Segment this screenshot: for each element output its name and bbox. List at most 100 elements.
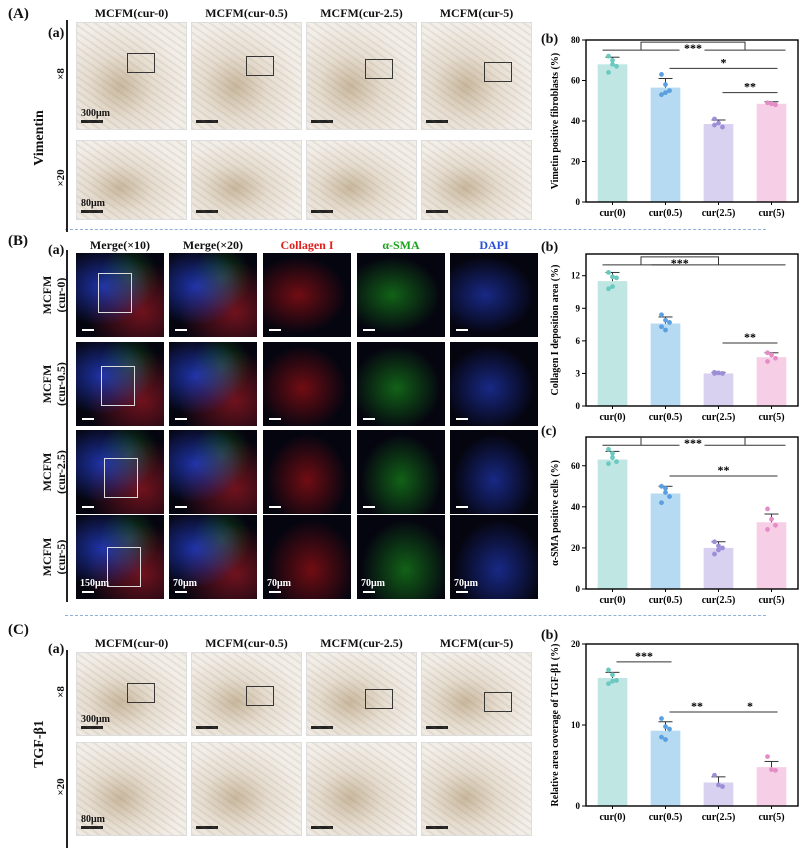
data-point [765, 506, 770, 512]
data-point [659, 734, 664, 740]
data-point [663, 737, 668, 742]
panel-bracket [66, 650, 68, 848]
data-point [606, 70, 611, 75]
column-title: α-SMA [382, 238, 420, 252]
data-point [716, 543, 721, 549]
column-title: MCFM(cur-5) [439, 6, 514, 20]
y-axis-label: Relative area coverage of TGF-β1 (%) [550, 644, 561, 807]
ihc-image-high-mag [421, 742, 532, 836]
axes-frame [585, 643, 799, 807]
data-point [663, 724, 668, 730]
bar-cur(0) [597, 281, 628, 406]
zoom-region-box [98, 273, 132, 313]
fluorescence-image [76, 253, 164, 337]
scale-label: 150μm [80, 578, 109, 589]
x-tick-label: cur(2.5) [702, 812, 736, 823]
ihc-image-low-mag [421, 22, 532, 130]
data-point [610, 284, 615, 289]
bar-cur(2.5) [703, 782, 734, 806]
significance-label: ** [744, 330, 756, 344]
panel-a-sub-a: (a) [48, 26, 65, 41]
significance-label: ** [691, 699, 703, 713]
scale-bar [363, 506, 375, 508]
x-tick-label: cur(5) [758, 412, 784, 423]
fluorescence-image: 70μm [263, 515, 351, 599]
fluorescence-image [76, 342, 164, 426]
row-label: MCFM (cur-0) [40, 255, 68, 335]
data-point [765, 527, 770, 532]
scale-bar [456, 329, 468, 331]
ihc-image-low-mag [421, 652, 532, 736]
x-tick-label: cur(0.5) [649, 412, 683, 423]
significance-label: *** [671, 256, 689, 270]
data-point [610, 455, 615, 460]
data-point [667, 494, 672, 499]
data-point [716, 120, 721, 126]
y-tick-label: 0 [576, 197, 581, 207]
scale-bar [426, 826, 448, 829]
scale-bar [196, 826, 218, 829]
scale-bar [363, 418, 375, 420]
data-point [606, 461, 611, 467]
zoom-region-box [101, 366, 135, 406]
scale-bar [196, 120, 218, 123]
scale-bar [363, 591, 375, 593]
data-point [773, 767, 778, 773]
y-tick-label: 0 [576, 801, 581, 811]
scale-label: 70μm [173, 578, 197, 589]
zoom-region-box [484, 692, 512, 712]
y-tick-label: 20 [571, 543, 581, 553]
scale-label: 80μm [81, 198, 105, 209]
x-tick-label: cur(2.5) [702, 208, 736, 219]
data-point [610, 678, 615, 684]
y-tick-label: 9 [576, 303, 581, 313]
data-point [659, 312, 664, 318]
scale-bar [456, 506, 468, 508]
data-point [663, 82, 668, 87]
row-label: MCFM (cur-2.5) [40, 432, 68, 512]
row-label-line: (cur-0) [54, 277, 68, 313]
significance-label: *** [684, 436, 702, 450]
scale-bar [81, 826, 103, 829]
panel-c-label: (C) [8, 622, 29, 638]
data-point [606, 681, 611, 687]
data-point [663, 327, 668, 333]
scale-bar [81, 726, 103, 729]
row-label-line: MCFM [40, 452, 54, 492]
fluorescence-image [450, 253, 538, 337]
panel-a-label: (A) [8, 6, 29, 22]
bar-chart-B-b: Collagen I deposition area (%) 0 3 6 9 12 cur(… [550, 253, 799, 423]
column-title: MCFM(cur-2.5) [320, 636, 403, 650]
x-tick-label: cur(2.5) [702, 595, 736, 606]
data-point [769, 516, 774, 522]
x-tick-label: cur(0) [599, 208, 625, 219]
bar-cur(5) [756, 767, 787, 806]
data-point [716, 370, 721, 376]
ihc-image-low-mag: 300μm [76, 22, 187, 130]
column-title: MCFM(cur-2.5) [320, 6, 403, 20]
fluorescence-image: 150μm [76, 515, 164, 599]
bar-cur(5) [756, 103, 787, 202]
scale-bar [269, 329, 281, 331]
x-tick-label: cur(0) [599, 812, 625, 823]
scale-bar [456, 591, 468, 593]
y-tick-label: 60 [571, 76, 581, 86]
y-tick-label: 60 [571, 461, 581, 471]
ihc-image-high-mag [191, 140, 302, 220]
ihc-image-high-mag [191, 742, 302, 836]
column-title: MCFM(cur-0) [94, 636, 169, 650]
magnification-label: ×20 [55, 169, 67, 187]
data-point [712, 772, 717, 778]
data-point [769, 767, 774, 772]
scale-label: 70μm [267, 578, 291, 589]
y-tick-label: 6 [576, 336, 581, 346]
data-point [659, 716, 664, 721]
x-tick-label: cur(0.5) [649, 208, 683, 219]
x-tick-label: cur(0.5) [649, 595, 683, 606]
zoom-region-box [246, 56, 274, 76]
scale-label: 300μm [81, 714, 110, 725]
scale-bar [82, 418, 94, 420]
x-tick-label: cur(5) [758, 208, 784, 219]
data-point [667, 320, 672, 325]
significance-label: * [721, 55, 727, 69]
